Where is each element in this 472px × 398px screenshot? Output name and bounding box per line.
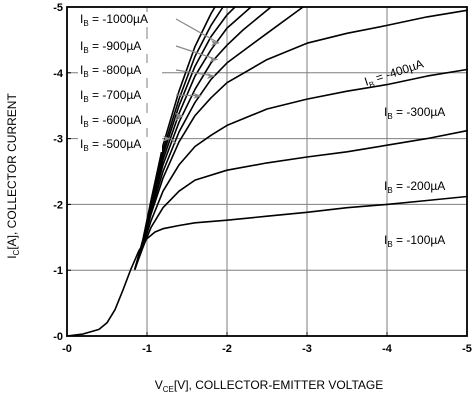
legend-left-label-7-main: I [80,88,83,102]
series-line-3 [134,68,468,270]
plot-frame [66,6,468,337]
y-tick-label-4: -4 [53,68,64,80]
x-tick-label-0: -0 [62,343,72,355]
y-axis-title-sub: C [12,249,21,255]
series-line-10 [134,6,216,270]
series-line-1 [66,195,468,337]
legend-right-label-2-sub: B [387,186,392,195]
legend-right-label-1: IB = -100µA [384,233,445,249]
legend-left-bg-8 [78,63,162,78]
legend-left-label-9-sub: B [83,46,88,55]
legend-left-label-5-sub: B [83,144,88,153]
legend-left-label-6-main: I [80,113,83,127]
legend-left-label-10: IB = -1000µA [80,12,148,28]
legend-left-label-10-sub: B [83,19,88,28]
legend-left-label-5-rest: = -500µA [89,137,142,151]
x-axis-title-main: V [155,378,163,392]
legend-left-label-10-rest: = -1000µA [89,12,148,26]
legend-right-label-2-rest: = -200µA [393,179,446,193]
legend-right-label-3: IB = -300µA [384,105,445,121]
x-tick-label-3: -3 [302,343,312,355]
x-tick-label-4: -4 [382,343,393,355]
y-axis-title: IC[A], COLLECTOR CURRENT [5,93,21,259]
legend-left-arrow-head-8 [207,73,215,80]
legend-left-label-7-sub: B [83,95,88,104]
legend-right-label-2: IB = -200µA [384,179,445,195]
legend-left-label-8-main: I [80,63,83,77]
y-axis-title-main: I [5,255,19,258]
legend-left-label-7: IB = -700µA [80,88,141,104]
legend-right-label-2-main: I [384,179,387,193]
x-tick-label-2: -2 [222,343,232,355]
legend-left-arrow-line-10 [175,18,220,44]
x-tick-label-1: -1 [142,343,152,355]
legend-left-label-9-main: I [80,39,83,53]
legend-left-label-9: IB = -900µA [80,39,141,55]
curve-layer [66,6,468,337]
legend-right-label-1-main: I [384,233,387,247]
legend-left-label-6-sub: B [83,120,88,129]
legend-left-bg-6 [78,113,162,128]
legend-right-label-1-sub: B [387,240,392,249]
legend-left-label-6: IB = -600µA [80,113,141,129]
y-axis-title-rest: [A], COLLECTOR CURRENT [5,93,19,250]
y-tick-label-0: -0 [53,331,63,343]
x-tick-label-5: -5 [462,343,472,355]
legend-left-bg-5 [78,137,162,152]
x-axis-title-sub: CE [163,385,174,394]
series-line-4 [134,9,468,270]
legend-left-label-7-rest: = -700µA [89,88,142,102]
legend-left-label-8-rest: = -800µA [89,63,142,77]
legend-right-label-3-rest: = -300µA [393,105,446,119]
x-axis-title: VCE[V], COLLECTOR-EMITTER VOLTAGE [155,378,384,394]
grid-layer [66,6,468,337]
legend-left-arrow-head-5 [163,135,171,142]
legend-right-label-4-main: I [363,75,371,89]
legend-right-label-3-main: I [384,105,387,119]
series-line-2 [134,129,468,270]
legend-left-label-6-rest: = -600µA [89,113,142,127]
legend-left-arrow-head-9 [209,56,218,63]
legend-left-label-8-sub: B [83,70,88,79]
legend-right-label-3-sub: B [387,112,392,121]
legend-left-arrow-head-6 [175,112,183,119]
legend-right-label-4-sub: B [368,80,376,90]
axis-layer: -0 -1 -2 -3 -4 -5 -0 -1 -2 -3 -4 -5 VCE[V], COLLECTO… [5,2,472,394]
legend-left-arrow-line-6 [175,115,184,121]
y-tick-label-5: -5 [53,2,63,14]
x-axis-title-rest: [V], COLLECTOR-EMITTER VOLTAGE [174,378,383,392]
legend-left-bg-10 [78,12,162,27]
y-tick-label-3: -3 [53,134,63,146]
legend-left-arrow-head-10 [211,40,219,47]
legend-left-label-10-main: I [80,12,83,26]
legend-left-arrow-head-7 [193,92,202,99]
legend-left-bg-7 [78,88,162,103]
legend-right-label-1-rest: = -100µA [393,233,446,247]
legend-left-bg-9 [78,39,162,54]
legend-left-label-5-main: I [80,137,83,151]
legend-left-arrow-line-5 [170,138,177,145]
legend-left-label-9-rest: = -900µA [89,39,142,53]
y-tick-label-1: -1 [53,265,63,277]
legend-left-label-5: IB = -500µA [80,137,141,153]
y-tick-label-2: -2 [53,199,63,211]
legend-left-label-8: IB = -800µA [80,63,141,79]
legend-right-label-4: IB = -400µA [363,57,426,91]
